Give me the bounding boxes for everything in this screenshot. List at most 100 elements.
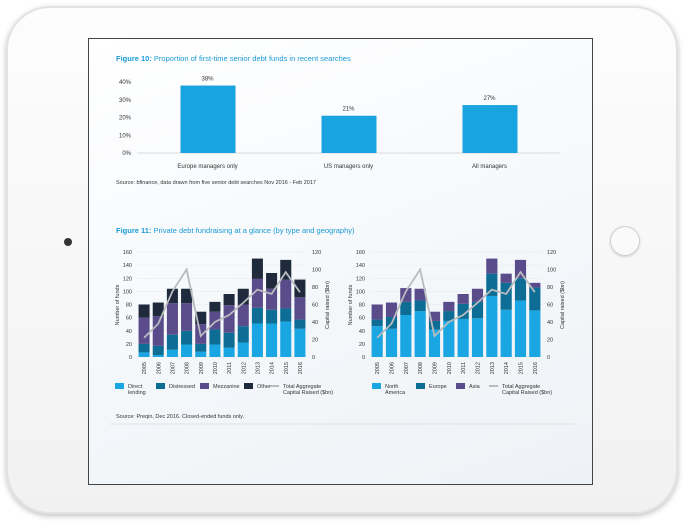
bar-segment-north-america-2009 — [428, 329, 441, 357]
bar-segment-asia-2009 — [428, 311, 441, 321]
bar-segment-direct-lending-2006 — [152, 355, 164, 357]
x-tick-label: 2006 — [156, 362, 162, 374]
x-tick-label: 2009 — [433, 362, 439, 374]
x-tick-label: 2008 — [418, 362, 424, 374]
bar-segment-mezzanine-2007 — [166, 303, 178, 335]
y-tick-label: 20 — [126, 342, 132, 348]
bar-segment-north-america-2012 — [471, 318, 484, 357]
x-tick-label: 2010 — [447, 362, 453, 374]
bar-segment-direct-lending-2009 — [195, 351, 207, 357]
y-axis-title: Number of funds — [115, 284, 121, 325]
y-tick-label: 60 — [126, 316, 132, 322]
y2-tick-label: 80 — [547, 285, 553, 291]
y-tick-label: 10% — [119, 133, 132, 139]
y2-axis-title: Capital raised ($bn) — [325, 281, 331, 329]
bar-segment-other-2009 — [195, 311, 207, 325]
bar-segment-north-america-2015 — [514, 300, 527, 357]
y-tick-label: 0% — [122, 151, 131, 157]
y2-tick-label: 0 — [312, 355, 315, 361]
x-tick-label: 2015 — [284, 362, 290, 374]
y-tick-label: 140 — [356, 263, 365, 269]
x-tick-label: 2012 — [476, 362, 482, 374]
y2-tick-label: 20 — [312, 338, 318, 344]
figure-number: Figure 11: — [116, 226, 151, 235]
bar-segment-direct-lending-2010 — [209, 344, 221, 357]
y-tick-label: 160 — [356, 250, 365, 256]
bar-all-managers — [462, 105, 518, 153]
bar-segment-direct-lending-2005 — [138, 352, 150, 357]
legend-label: North America — [385, 384, 406, 396]
bar-segment-distressed-2008 — [181, 330, 193, 345]
bar-segment-mezzanine-2011 — [223, 305, 235, 333]
y2-tick-label: 100 — [312, 268, 321, 274]
bar-segment-other-2005 — [138, 304, 150, 318]
bar-segment-other-2013 — [251, 258, 263, 279]
y-tick-label: 0 — [129, 355, 132, 361]
bar-segment-other-2015 — [280, 259, 292, 280]
bar-segment-other-2016 — [294, 279, 306, 298]
bar-segment-europe-2016 — [529, 287, 541, 311]
bar-segment-mezzanine-2013 — [251, 278, 263, 308]
bar-segment-north-america-2005 — [371, 326, 383, 357]
legend-swatch-distressed — [156, 383, 165, 389]
bar-segment-direct-lending-2013 — [251, 323, 263, 357]
y-tick-label: 120 — [123, 276, 132, 282]
x-tick-label: 2014 — [270, 362, 276, 374]
home-button[interactable] — [610, 226, 640, 256]
x-tick-label: 2013 — [490, 362, 496, 374]
bar-segment-direct-lending-2016 — [294, 328, 306, 357]
y2-tick-label: 120 — [547, 250, 556, 256]
camera-dot — [64, 238, 72, 246]
category-label: US managers only — [324, 164, 373, 170]
bar-segment-other-2006 — [152, 302, 164, 317]
x-tick-label: 2005 — [142, 362, 148, 374]
bar-us-managers-only — [321, 115, 377, 153]
legend-label: Direct lending — [128, 384, 146, 396]
x-tick-label: 2011 — [461, 362, 467, 374]
x-tick-label: 2011 — [227, 362, 233, 374]
bar-segment-mezzanine-2008 — [181, 303, 193, 331]
bar-segment-direct-lending-2015 — [280, 321, 292, 357]
y2-tick-label: 20 — [547, 338, 553, 344]
bar-segment-asia-2016 — [529, 282, 541, 288]
bar-segment-distressed-2015 — [280, 308, 292, 322]
bar-segment-distressed-2011 — [223, 332, 235, 348]
y-tick-label: 100 — [356, 289, 365, 295]
bar-segment-distressed-2007 — [166, 334, 178, 350]
legend-swatch-north-america — [372, 383, 381, 389]
y-tick-label: 140 — [123, 263, 132, 269]
y-tick-label: 20% — [119, 116, 132, 122]
y-tick-label: 160 — [123, 250, 132, 256]
bar-segment-mezzanine-2005 — [138, 317, 150, 344]
bar-segment-distressed-2006 — [152, 345, 164, 356]
bar-segment-distressed-2016 — [294, 319, 306, 329]
category-label: All managers — [472, 164, 507, 170]
bar-segment-europe-2013 — [486, 273, 498, 296]
y-tick-label: 80 — [359, 303, 365, 309]
bar-segment-asia-2014 — [500, 273, 512, 283]
figure-source: Source: Preqin, Dec 2016. Closed-ended f… — [116, 414, 244, 420]
bar-segment-asia-2005 — [371, 304, 383, 320]
bar-segment-europe-2008 — [414, 300, 426, 312]
data-label: 38% — [201, 77, 214, 83]
bar-segment-asia-2013 — [486, 258, 498, 274]
x-tick-label: 2007 — [404, 362, 410, 374]
x-tick-label: 2007 — [170, 362, 176, 374]
legend-label: Asia — [469, 384, 481, 390]
bar-segment-other-2012 — [237, 288, 249, 305]
bar-segment-mezzanine-2006 — [152, 316, 164, 346]
capital-raised-line — [376, 267, 536, 339]
y-tick-label: 80 — [126, 303, 132, 309]
bar-segment-europe-2007 — [400, 301, 412, 315]
legend-label: Distressed — [169, 384, 195, 390]
legend-label: Mezzanine — [213, 384, 240, 390]
bar-segment-europe-2011 — [457, 303, 469, 319]
bar-segment-direct-lending-2011 — [223, 347, 235, 357]
bar-segment-north-america-2006 — [385, 328, 398, 357]
figure-title: Figure 10: Proportion of first-time seni… — [116, 54, 351, 63]
data-label: 27% — [483, 96, 496, 102]
bar-segment-mezzanine-2016 — [294, 297, 306, 320]
x-tick-label: 2014 — [504, 362, 510, 374]
bar-segment-north-america-2013 — [486, 295, 498, 357]
